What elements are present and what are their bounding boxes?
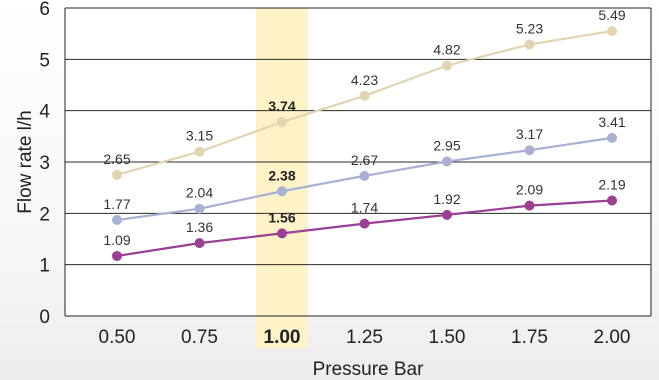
series-1: 2.65 3.15 3.74 4.23 4.82 5.23 5.49: [103, 7, 626, 180]
data-point: [277, 116, 287, 127]
data-point: [524, 145, 535, 156]
data-point: [359, 218, 370, 229]
data-label: 2.04: [186, 185, 213, 201]
y-tick-label: 5: [39, 50, 50, 71]
data-label: 1.09: [103, 232, 130, 248]
data-point: [607, 195, 617, 206]
data-label: 2.38: [268, 167, 295, 183]
y-tick-label: 4: [39, 102, 50, 123]
data-point: [194, 203, 205, 214]
data-label: 1.56: [268, 209, 295, 225]
highlight-band-1-00: [256, 8, 308, 348]
data-point: [442, 60, 452, 71]
data-label: 2.95: [433, 137, 460, 153]
series-3: 1.09 1.36 1.56 1.74 1.92 2.09 2.19: [103, 177, 626, 261]
data-point: [607, 132, 617, 143]
data-label: 5.49: [598, 7, 625, 23]
data-label: 4.23: [351, 72, 378, 88]
data-point: [112, 250, 122, 261]
series-2: 1.77 2.04 2.38 2.67 2.95 3.17 3.41: [103, 114, 626, 226]
data-point: [607, 26, 617, 37]
x-tick-label: 2.00: [594, 327, 631, 348]
x-tick-label: 0.50: [99, 327, 136, 348]
data-label: 1.74: [351, 200, 378, 216]
data-point: [359, 170, 370, 181]
data-label: 4.82: [433, 41, 460, 57]
data-point: [442, 209, 452, 220]
data-point: [112, 169, 122, 180]
x-tick-label: 1.50: [429, 327, 466, 348]
data-point: [194, 146, 205, 157]
data-label: 1.77: [103, 196, 130, 212]
data-point: [277, 186, 287, 197]
y-tick-label: 3: [39, 153, 50, 174]
y-tick-label: 0: [39, 307, 50, 328]
data-label: 2.19: [598, 177, 625, 193]
data-label: 2.67: [351, 152, 378, 168]
data-point: [442, 156, 452, 167]
data-point: [524, 200, 535, 211]
data-label: 3.15: [186, 128, 213, 144]
data-label: 3.74: [268, 98, 295, 114]
x-tick-label: 1.75: [511, 327, 548, 348]
x-tick-label: 1.25: [346, 327, 383, 348]
data-label: 1.36: [186, 219, 213, 235]
x-tick-label: 1.00: [264, 327, 301, 348]
data-point: [524, 39, 535, 50]
data-point: [112, 215, 122, 226]
data-label: 5.23: [516, 20, 543, 36]
data-label: 3.41: [598, 114, 625, 130]
y-axis-title: Flow rate l/h: [15, 110, 36, 213]
data-label: 1.92: [433, 191, 460, 207]
y-tick-label: 2: [39, 204, 50, 225]
data-point: [194, 238, 205, 249]
x-tick-label: 0.75: [181, 327, 218, 348]
y-tick-label: 1: [39, 256, 50, 277]
y-tick-label: 6: [39, 0, 50, 20]
x-axis-title: Pressure Bar: [313, 359, 425, 380]
data-point: [359, 90, 370, 101]
data-label: 2.65: [103, 151, 130, 167]
data-label: 3.17: [516, 126, 543, 142]
data-point: [277, 228, 287, 239]
data-label: 2.09: [516, 182, 543, 198]
